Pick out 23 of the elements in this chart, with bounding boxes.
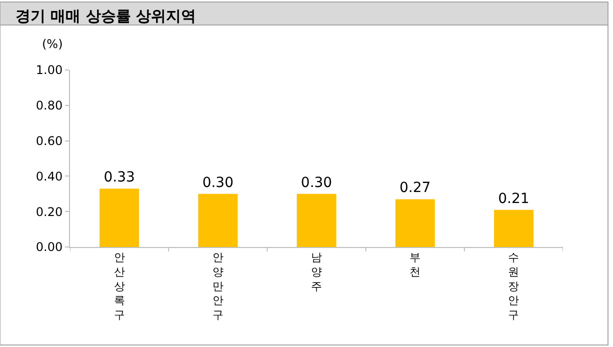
bar — [395, 199, 435, 247]
data-label: 0.30 — [300, 174, 332, 191]
y-tick-label: 1.00 — [36, 63, 63, 78]
bar — [198, 194, 238, 247]
chart-title: 경기 매매 상승률 상위지역 — [15, 6, 196, 25]
data-label: 0.30 — [202, 174, 234, 191]
x-tick-label: 부천 — [410, 251, 421, 278]
x-tick-label: 남양주 — [311, 251, 322, 293]
bar — [296, 194, 336, 247]
y-tick-label: 0.60 — [36, 134, 63, 148]
bar — [100, 188, 140, 247]
y-tick-label: 0.80 — [36, 98, 63, 113]
data-label: 0.21 — [498, 190, 530, 207]
x-tick-label: 수원 장안구 — [508, 251, 520, 322]
y-tick-label: 0.00 — [36, 240, 63, 254]
x-tick-label: 안산 상록구 — [114, 251, 125, 322]
bar — [494, 210, 534, 247]
x-tick-label: 안양 만안구 — [212, 251, 224, 322]
data-label: 0.33 — [104, 170, 135, 186]
data-label: 0.27 — [400, 180, 431, 196]
y-tick-label: 0.20 — [36, 204, 63, 219]
y-tick-label: 0.40 — [36, 169, 63, 184]
y-axis-title: (%) — [42, 37, 63, 51]
